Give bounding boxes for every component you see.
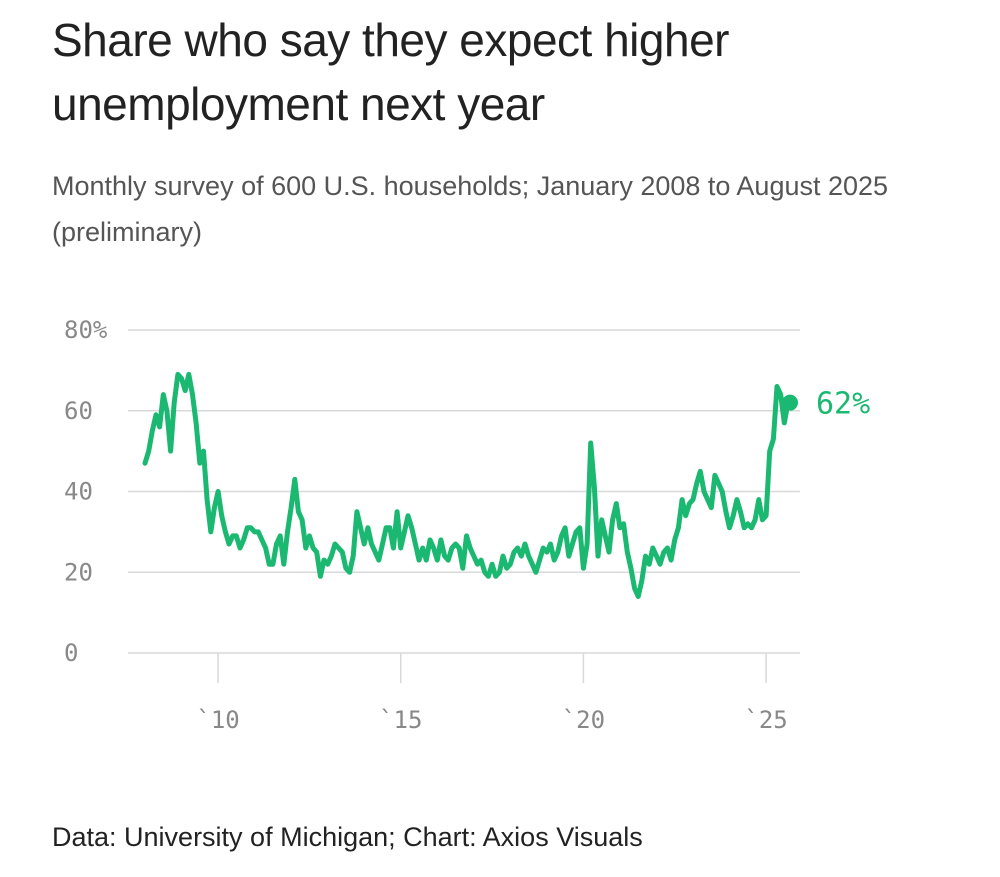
chart-title: Share who say they expect higher unemplo… (52, 14, 729, 130)
y-tick-label: 60 (64, 397, 93, 425)
series-line (142, 371, 791, 599)
x-tick-label: `20 (562, 706, 605, 734)
end-point-marker (782, 394, 798, 411)
line-chart: 0 20 40 60 80% `10 `15 `20 `25 62% (64, 316, 870, 734)
x-axis-ticks: `10 `15 `20 `25 (196, 653, 788, 734)
x-tick-label: `15 (379, 706, 422, 734)
y-tick-label: 80% (64, 316, 108, 344)
y-axis-ticks: 0 20 40 60 80% (64, 316, 108, 667)
x-tick-label: `10 (196, 706, 239, 734)
chart-source: Data: University of Michigan; Chart: Axi… (52, 822, 643, 852)
chart-subtitle: Monthly survey of 600 U.S. households; J… (52, 171, 889, 247)
gridlines (128, 329, 800, 654)
y-tick-label: 20 (64, 558, 93, 586)
end-value-label: 62% (816, 387, 870, 422)
x-tick-label: `25 (744, 706, 787, 734)
y-tick-label: 0 (64, 639, 78, 667)
series-layer: 62% (142, 371, 870, 599)
y-tick-label: 40 (64, 478, 93, 506)
